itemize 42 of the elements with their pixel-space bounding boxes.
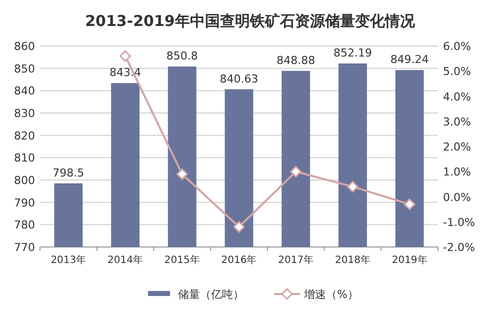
x-tick-label: 2015年 <box>164 254 200 266</box>
legend-label: 储量（亿吨） <box>178 288 244 301</box>
data-label: 843.4 <box>110 66 142 80</box>
data-label: 849.24 <box>390 53 429 66</box>
y2-tick-label: 1.0% <box>443 166 471 179</box>
y-tick-label: 780 <box>14 218 35 232</box>
y2-tick-label: -2.0% <box>443 241 475 254</box>
y2-tick-label: 5.0% <box>443 65 471 78</box>
point <box>120 50 132 62</box>
data-label: 798.5 <box>52 166 84 180</box>
y-tick-label: 850 <box>14 62 35 76</box>
data-label: 850.8 <box>166 50 198 63</box>
data-label: 848.88 <box>276 54 316 67</box>
point <box>404 198 416 210</box>
y-tick-label: 770 <box>14 241 35 254</box>
y2-tick-label: -1.0% <box>443 216 475 229</box>
y2-tick-label: 0.0% <box>443 190 471 204</box>
y-tick-label: 800 <box>14 174 35 187</box>
legend-label: 增速（%） <box>303 288 358 301</box>
x-tick-label: 2018年 <box>334 254 370 266</box>
x-tick-label: 2016年 <box>221 254 257 266</box>
y-tick-label: 860 <box>14 40 35 53</box>
y-tick-label: 810 <box>14 152 35 165</box>
point <box>233 221 245 233</box>
data-label: 840.63 <box>220 72 258 86</box>
point <box>290 166 302 178</box>
point <box>346 180 358 192</box>
y-tick-label: 820 <box>14 129 35 142</box>
x-tick-label: 2014年 <box>108 254 144 266</box>
y2-tick-label: 6.0% <box>443 40 471 53</box>
y2-tick-label: 4.0% <box>443 90 471 104</box>
y-tick-label: 840 <box>14 84 35 98</box>
x-tick-label: 2019年 <box>392 254 428 266</box>
x-tick-label: 2017年 <box>278 254 314 266</box>
y-tick-label: 830 <box>14 107 35 120</box>
data-label: 852.19 <box>333 46 372 60</box>
y2-tick-label: 2.0% <box>443 140 471 154</box>
y-tick-label: 790 <box>14 196 35 210</box>
point <box>176 168 188 180</box>
x-tick-label: 2013年 <box>50 254 86 266</box>
y2-tick-label: 3.0% <box>443 115 471 128</box>
chart-title: 2013-2019年中国查明铁矿石资源储量变化情况 <box>85 12 416 30</box>
